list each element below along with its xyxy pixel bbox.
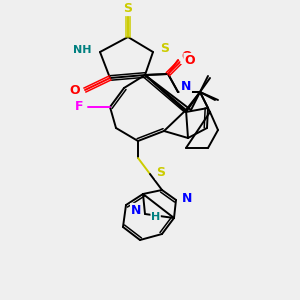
Text: S: S (124, 2, 133, 16)
Text: S: S (160, 43, 169, 56)
Text: S: S (156, 167, 165, 179)
Text: F: F (74, 100, 83, 113)
Text: H: H (151, 212, 160, 222)
Text: NH: NH (74, 45, 92, 55)
Text: N: N (182, 191, 192, 205)
Text: O: O (184, 53, 195, 67)
Text: O: O (69, 83, 80, 97)
Text: N: N (130, 203, 141, 217)
Text: N: N (180, 80, 190, 92)
Text: O: O (181, 50, 192, 64)
Text: N: N (181, 80, 191, 92)
